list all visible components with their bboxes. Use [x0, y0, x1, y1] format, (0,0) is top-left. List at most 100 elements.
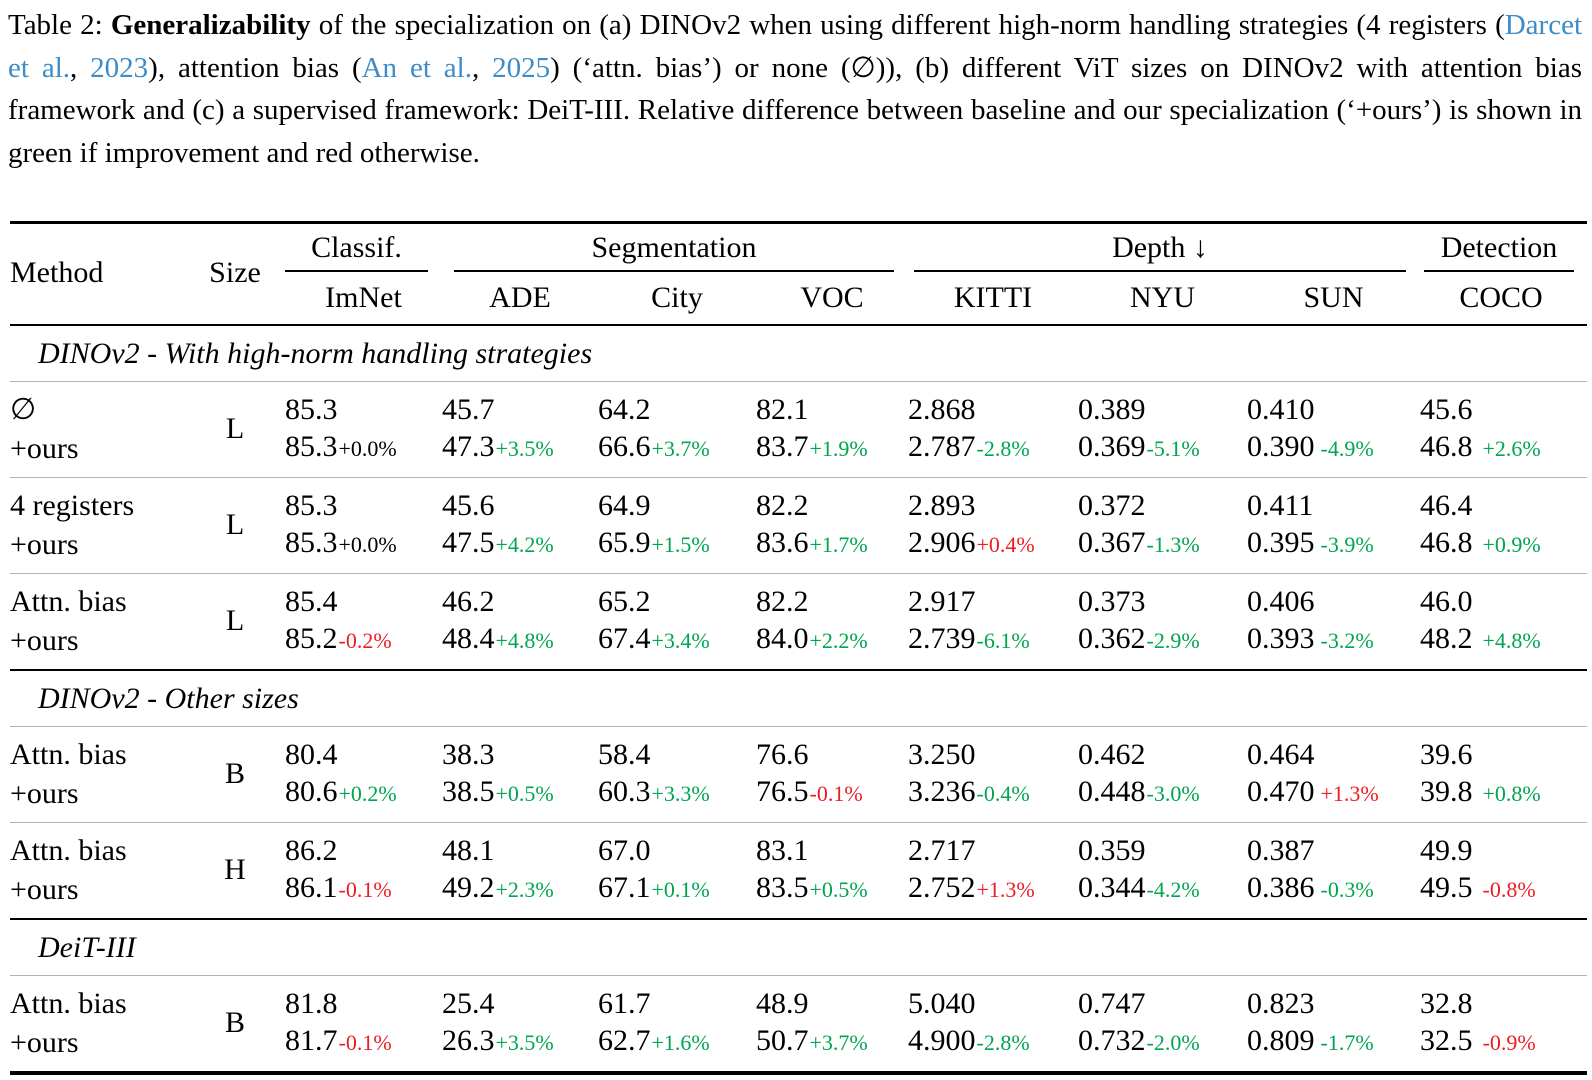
results-table: Method Size Classif. Segmentation Depth …: [10, 220, 1587, 1075]
ours-value: 0.393: [1247, 621, 1315, 655]
metric-cell: 0.406 0.393 -3.2%: [1247, 583, 1420, 659]
ours-row: 2.739-6.1%: [908, 620, 1078, 659]
ours-label: +ours: [10, 776, 79, 810]
ours-row: 38.5+0.5%: [442, 773, 598, 812]
ours-row: 83.6+1.7%: [756, 524, 908, 563]
baseline-value: 38.3: [442, 737, 495, 771]
metric-cell: 61.7 62.7+1.6%: [598, 985, 756, 1061]
metric-cell: 85.4 85.2-0.2%: [285, 583, 442, 659]
delta-value: +4.8%: [495, 627, 554, 653]
metric-cell: 76.6 76.5-0.1%: [756, 736, 908, 812]
baseline-value: 0.406: [1247, 584, 1315, 618]
ours-value: 0.470: [1247, 774, 1315, 808]
ours-label: +ours: [10, 527, 79, 561]
baseline-value: 48.9: [756, 986, 809, 1020]
table-header: Method Size Classif. Segmentation Depth …: [10, 224, 1587, 326]
baseline-value: 61.7: [598, 986, 651, 1020]
ours-row: 84.0+2.2%: [756, 620, 908, 659]
delta-value: +0.1%: [651, 876, 710, 902]
ours-value: 32.5: [1420, 1023, 1473, 1057]
ours-row: 0.369-5.1%: [1078, 428, 1247, 467]
ours-row: 47.3+3.5%: [442, 428, 598, 467]
metric-cell: 85.3 85.3+0.0%: [285, 487, 442, 563]
metric-cell: 39.6 39.8 +0.8%: [1420, 736, 1582, 812]
ours-value: 60.3: [598, 774, 651, 808]
ours-row: 0.393 -3.2%: [1247, 620, 1420, 659]
delta-value: +0.0%: [338, 531, 397, 557]
section-title: DeiT-III: [10, 920, 1587, 976]
ours-row: 0.362-2.9%: [1078, 620, 1247, 659]
method-cell: Attn. bias +ours: [10, 583, 185, 659]
ours-row: 0.470 +1.3%: [1247, 773, 1420, 812]
delta-value: +3.7%: [809, 1029, 868, 1055]
delta-value: -1.3%: [1146, 531, 1200, 557]
ours-value: 65.9: [598, 525, 651, 559]
metric-cell: 0.411 0.395 -3.9%: [1247, 487, 1420, 563]
delta-value: -1.7%: [1320, 1029, 1374, 1055]
metric-cell: 82.2 84.0+2.2%: [756, 583, 908, 659]
delta-value: +0.5%: [495, 780, 554, 806]
method-label: Attn. bias: [10, 584, 127, 618]
baseline-value: 65.2: [598, 584, 651, 618]
citation-link[interactable]: An et al.: [361, 51, 472, 84]
ours-label: +ours: [10, 1025, 79, 1059]
ours-value: 46.8: [1420, 525, 1473, 559]
ours-row: 76.5-0.1%: [756, 773, 908, 812]
table-section: DeiT-III Attn. bias +ours B 81.8 81.7-0.1% 25.…: [10, 920, 1587, 1071]
ours-value: 83.5: [756, 870, 809, 904]
baseline-value: 81.8: [285, 986, 338, 1020]
ours-value: 85.3: [285, 525, 338, 559]
ours-value: 85.2: [285, 621, 338, 655]
baseline-value: 86.2: [285, 833, 338, 867]
metric-cell: 0.410 0.390 -4.9%: [1247, 391, 1420, 467]
ours-row: 0.344-4.2%: [1078, 869, 1247, 908]
metric-cell: 0.389 0.369-5.1%: [1078, 391, 1247, 467]
metric-cell: 86.2 86.1-0.1%: [285, 832, 442, 908]
baseline-value: 0.389: [1078, 392, 1146, 426]
delta-value: -6.1%: [976, 627, 1030, 653]
method-cell: 4 registers +ours: [10, 487, 185, 563]
section-title: DINOv2 - With high-norm handling strateg…: [10, 326, 1587, 382]
ours-value: 2.752: [908, 870, 976, 904]
metric-cell: 2.868 2.787-2.8%: [908, 391, 1078, 467]
citation-link[interactable]: 2025: [492, 51, 551, 84]
group-header-detection: Detection: [1424, 231, 1574, 272]
baseline-value: 64.2: [598, 392, 651, 426]
delta-value: -4.2%: [1146, 876, 1200, 902]
metric-cell: 82.1 83.7+1.9%: [756, 391, 908, 467]
ours-value: 2.787: [908, 429, 976, 463]
delta-value: -0.4%: [976, 780, 1030, 806]
baseline-value: 0.747: [1078, 986, 1146, 1020]
delta-value: +3.3%: [651, 780, 710, 806]
delta-value: -0.9%: [1482, 1029, 1536, 1055]
baseline-value: 2.717: [908, 833, 976, 867]
ours-row: 0.390 -4.9%: [1247, 428, 1420, 467]
delta-value: -0.1%: [338, 876, 392, 902]
metric-cell: 67.0 67.1+0.1%: [598, 832, 756, 908]
table-section: DINOv2 - Other sizes Attn. bias +ours B 80.4…: [10, 671, 1587, 920]
ours-row: 2.787-2.8%: [908, 428, 1078, 467]
method-label: Attn. bias: [10, 737, 127, 771]
delta-value: +2.3%: [495, 876, 554, 902]
ours-value: 85.3: [285, 429, 338, 463]
column-header-city: City: [651, 280, 703, 314]
ours-row: 67.1+0.1%: [598, 869, 756, 908]
method-label: Attn. bias: [10, 833, 127, 867]
ours-row: 65.9+1.5%: [598, 524, 756, 563]
ours-value: 2.739: [908, 621, 976, 655]
delta-value: +0.8%: [1482, 780, 1541, 806]
ours-value: 67.1: [598, 870, 651, 904]
citation-link[interactable]: 2023: [90, 51, 149, 84]
ours-row: 60.3+3.3%: [598, 773, 756, 812]
metric-cell: 65.2 67.4+3.4%: [598, 583, 756, 659]
baseline-value: 5.040: [908, 986, 976, 1020]
method-label: Attn. bias: [10, 986, 127, 1020]
metric-cell: 2.893 2.906+0.4%: [908, 487, 1078, 563]
delta-value: -3.2%: [1320, 627, 1374, 653]
ours-label: +ours: [10, 623, 79, 657]
baseline-value: 0.464: [1247, 737, 1315, 771]
citation-link[interactable]: Darcet et al.: [8, 9, 1583, 84]
ours-value: 0.390: [1247, 429, 1315, 463]
metric-cell: 83.1 83.5+0.5%: [756, 832, 908, 908]
ours-row: 66.6+3.7%: [598, 428, 756, 467]
